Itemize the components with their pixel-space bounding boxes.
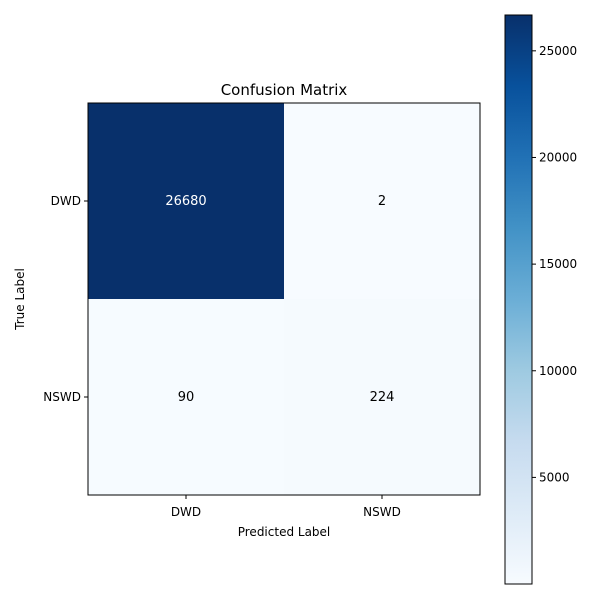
plot-frame <box>87 102 481 496</box>
colorbar-gradient <box>504 14 533 585</box>
x-axis-ticks: DWD NSWD <box>171 495 401 519</box>
cell-value-label: 2 <box>378 194 386 209</box>
x-tick-label: DWD <box>171 505 201 519</box>
heatmap-cell <box>88 299 284 495</box>
colorbar-tick-label: 20000 <box>539 150 577 164</box>
y-tick-label: NSWD <box>43 390 81 404</box>
y-axis-ticks: DWD NSWD <box>43 194 88 404</box>
colorbar-tick-label: 10000 <box>539 364 577 378</box>
colorbar-tick-label: 5000 <box>539 470 570 484</box>
colorbar: 5000 10000 15000 20000 25000 <box>504 14 577 585</box>
y-axis-label: True Label <box>13 268 27 331</box>
colorbar-tick-label: 15000 <box>539 257 577 271</box>
cell-value-label: 90 <box>178 390 195 405</box>
colorbar-ticks: 5000 10000 15000 20000 25000 <box>532 44 577 484</box>
colorbar-tick-label: 25000 <box>539 44 577 58</box>
cell-value-label: 224 <box>370 390 395 405</box>
cell-value-labels: 26680 2 90 224 <box>165 194 394 405</box>
x-axis-label: Predicted Label <box>238 525 331 539</box>
heatmap-cells <box>88 103 480 495</box>
heatmap-cell <box>284 299 480 495</box>
x-tick-label: NSWD <box>363 505 401 519</box>
heatmap-cell <box>284 103 480 299</box>
chart-title: Confusion Matrix <box>221 81 348 99</box>
heatmap-cell <box>88 103 284 299</box>
cell-value-label: 26680 <box>165 194 206 209</box>
y-tick-label: DWD <box>51 194 81 208</box>
